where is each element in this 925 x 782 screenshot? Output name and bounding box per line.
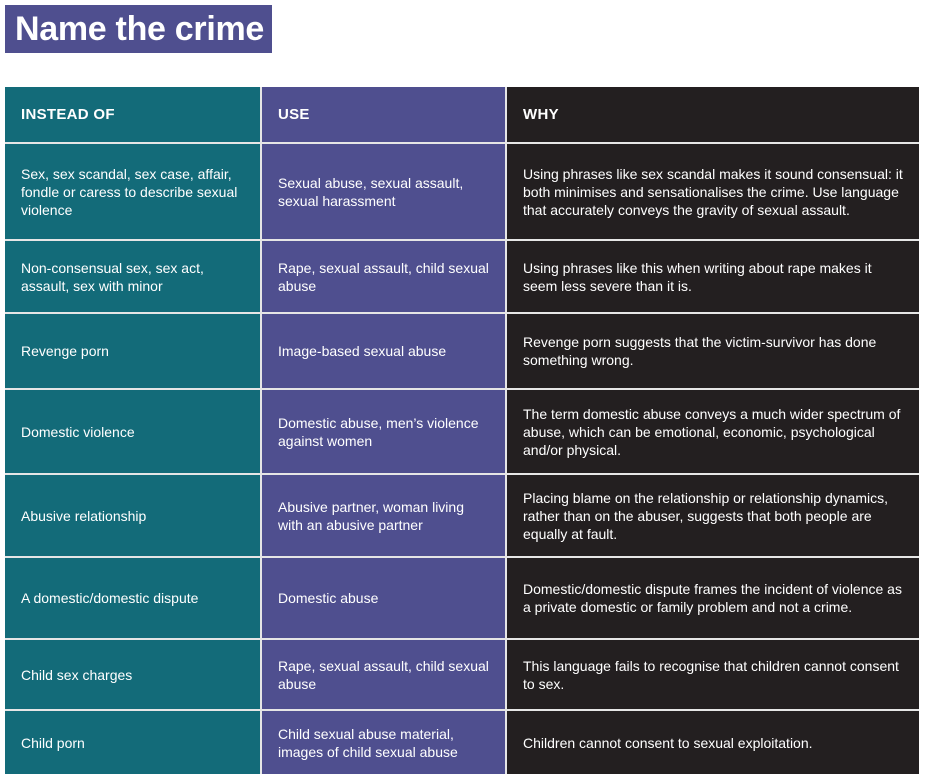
- cell-why: Using phrases like sex scandal makes it …: [505, 142, 919, 241]
- cell-use: Domestic abuse, men’s violence against w…: [260, 388, 507, 475]
- column-header-instead-of: INSTEAD OF: [5, 87, 262, 144]
- table-row: A domestic/domestic dispute Domestic abu…: [5, 556, 919, 640]
- page-title: Name the crime: [5, 5, 272, 53]
- table-row: Domestic violence Domestic abuse, men’s …: [5, 388, 919, 475]
- cell-instead-of: A domestic/domestic dispute: [5, 556, 262, 640]
- table-header-row: INSTEAD OF USE WHY: [5, 87, 919, 144]
- cell-instead-of: Abusive relationship: [5, 473, 262, 558]
- table-row: Child porn Child sexual abuse material, …: [5, 709, 919, 774]
- table-row: Child sex charges Rape, sexual assault, …: [5, 638, 919, 711]
- cell-use: Rape, sexual assault, child sexual abuse: [260, 638, 507, 711]
- cell-why: Using phrases like this when writing abo…: [505, 239, 919, 314]
- column-header-use: USE: [260, 87, 507, 144]
- cell-instead-of: Child sex charges: [5, 638, 262, 711]
- cell-instead-of: Domestic violence: [5, 388, 262, 475]
- cell-why: Domestic/domestic dispute frames the inc…: [505, 556, 919, 640]
- cell-use: Abusive partner, woman living with an ab…: [260, 473, 507, 558]
- cell-instead-of: Non-consensual sex, sex act, assault, se…: [5, 239, 262, 314]
- cell-why: The term domestic abuse conveys a much w…: [505, 388, 919, 475]
- cell-use: Rape, sexual assault, child sexual abuse: [260, 239, 507, 314]
- table-row: Revenge porn Image-based sexual abuse Re…: [5, 312, 919, 390]
- table-row: Non-consensual sex, sex act, assault, se…: [5, 239, 919, 314]
- column-header-why: WHY: [505, 87, 919, 144]
- cell-why: Children cannot consent to sexual exploi…: [505, 709, 919, 774]
- cell-use: Sexual abuse, sexual assault, sexual har…: [260, 142, 507, 241]
- cell-use: Child sexual abuse material, images of c…: [260, 709, 507, 774]
- cell-use: Image-based sexual abuse: [260, 312, 507, 390]
- cell-instead-of: Sex, sex scandal, sex case, affair, fond…: [5, 142, 262, 241]
- table-row: Abusive relationship Abusive partner, wo…: [5, 473, 919, 558]
- cell-instead-of: Revenge porn: [5, 312, 262, 390]
- terminology-table: INSTEAD OF USE WHY Sex, sex scandal, sex…: [5, 87, 919, 774]
- cell-why: Placing blame on the relationship or rel…: [505, 473, 919, 558]
- table-row: Sex, sex scandal, sex case, affair, fond…: [5, 142, 919, 241]
- cell-use: Domestic abuse: [260, 556, 507, 640]
- cell-why: Revenge porn suggests that the victim-su…: [505, 312, 919, 390]
- cell-why: This language fails to recognise that ch…: [505, 638, 919, 711]
- cell-instead-of: Child porn: [5, 709, 262, 774]
